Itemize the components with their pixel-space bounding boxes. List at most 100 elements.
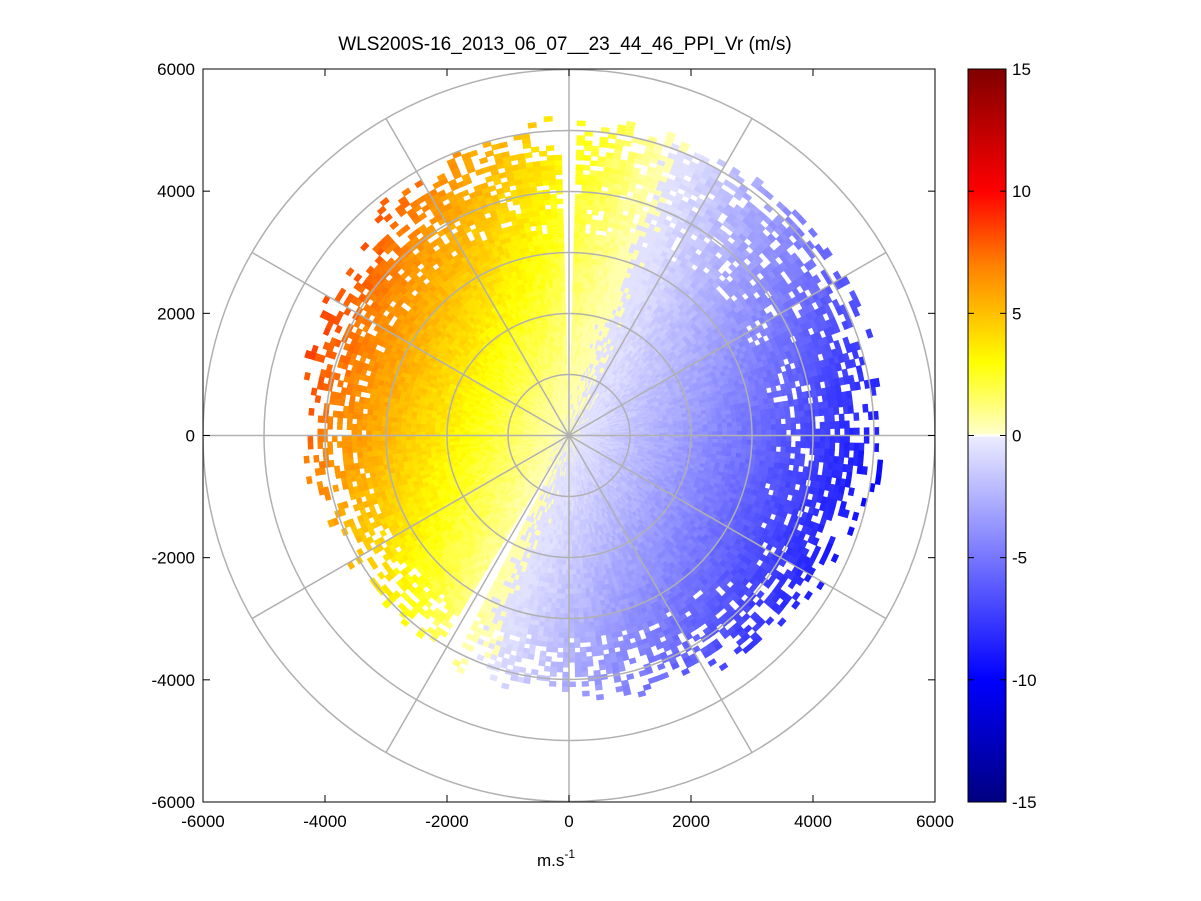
velocity-bin (813, 454, 820, 463)
velocity-bin (819, 428, 826, 436)
velocity-bin (575, 154, 585, 161)
velocity-bin (795, 385, 803, 394)
velocity-bin (789, 381, 797, 389)
velocity-bin (780, 440, 787, 448)
velocity-bin (614, 138, 625, 146)
velocity-bin (784, 411, 791, 419)
velocity-bin (585, 213, 593, 220)
velocity-bin (800, 428, 807, 436)
velocity-bin (755, 415, 762, 422)
velocity-bin (572, 281, 578, 288)
velocity-bin (819, 448, 826, 456)
velocity-bin (755, 598, 765, 608)
velocity-bin (805, 428, 811, 436)
velocity-bin (800, 435, 807, 443)
velocity-bin (774, 456, 781, 464)
velocity-bin (583, 145, 593, 152)
velocity-bin (760, 419, 767, 426)
velocity-bin (766, 440, 772, 447)
velocity-bin (780, 446, 787, 453)
velocity-bin (755, 444, 762, 451)
velocity-bin (795, 441, 802, 448)
velocity-bin (576, 140, 585, 146)
velocity-bin (740, 411, 747, 418)
velocity-bin (583, 154, 592, 161)
velocity-bin (802, 397, 809, 405)
velocity-bin (761, 429, 767, 436)
velocity-bin (575, 149, 585, 156)
velocity-bin (754, 409, 762, 417)
velocity-bin (590, 224, 598, 231)
velocity-bin (775, 440, 782, 447)
velocity-bin (829, 435, 836, 443)
velocity-bin (741, 439, 748, 446)
velocity-bin (722, 439, 728, 445)
velocity-bin (730, 413, 737, 419)
velocity-bin (589, 160, 599, 167)
velocity-bin (862, 403, 869, 413)
velocity-bin (574, 218, 581, 224)
velocity-bin (578, 237, 585, 244)
velocity-bin (774, 407, 781, 415)
velocity-bin (854, 381, 861, 391)
velocity-bin (800, 422, 806, 430)
velocity-bin (833, 456, 840, 465)
velocity-bin (804, 416, 811, 424)
velocity-bin (847, 405, 854, 414)
velocity-bin (668, 429, 675, 434)
velocity-bin (780, 429, 787, 436)
velocity-bin (784, 452, 791, 460)
velocity-bin (794, 416, 801, 424)
velocity-bin (783, 463, 790, 471)
velocity-bin (815, 435, 821, 443)
velocity-bin (828, 455, 835, 464)
velocity-bin (626, 120, 636, 128)
velocity-bin (799, 453, 806, 461)
velocity-bin (785, 435, 792, 442)
velocity-bin (790, 417, 796, 425)
velocity-bin (721, 418, 728, 424)
velocity-bin (618, 159, 628, 167)
velocity-bin (572, 276, 578, 283)
velocity-bin (774, 412, 781, 420)
velocity-bin (773, 378, 781, 387)
velocity-bin (576, 271, 583, 278)
velocity-bin (844, 435, 850, 444)
velocity-bin (595, 170, 605, 178)
velocity-bin (834, 435, 841, 443)
velocity-bin (721, 443, 728, 449)
velocity-bin (865, 328, 874, 339)
velocity-bin (785, 417, 792, 425)
velocity-bin (775, 424, 782, 431)
velocity-bin (766, 424, 772, 431)
velocity-bin (819, 421, 826, 430)
velocity-bin (717, 427, 724, 432)
velocity-bin (818, 454, 825, 463)
velocity-bin (665, 131, 677, 140)
velocity-bin (814, 381, 822, 391)
velocity-bin (575, 174, 584, 181)
velocity-bin (679, 141, 690, 150)
velocity-bin (812, 467, 819, 476)
velocity-bin (799, 416, 806, 424)
velocity-bin (833, 406, 840, 415)
velocity-bin (846, 464, 854, 474)
velocity-bin (805, 422, 811, 430)
velocity-bin (766, 435, 772, 442)
velocity-bin (726, 418, 733, 424)
velocity-bin (843, 442, 850, 451)
velocity-bin (576, 120, 586, 127)
velocity-bin (760, 414, 767, 421)
velocity-bin (770, 413, 777, 420)
velocity-bin (590, 219, 598, 226)
velocity-bin (726, 443, 733, 449)
velocity-bin (578, 232, 586, 239)
velocity-bin (576, 276, 582, 283)
velocity-bin (845, 390, 853, 400)
velocity-bin (572, 300, 577, 307)
velocity-bin (760, 450, 767, 457)
velocity-bin (861, 466, 868, 476)
velocity-bin (576, 281, 582, 288)
velocity-bin (583, 140, 593, 147)
